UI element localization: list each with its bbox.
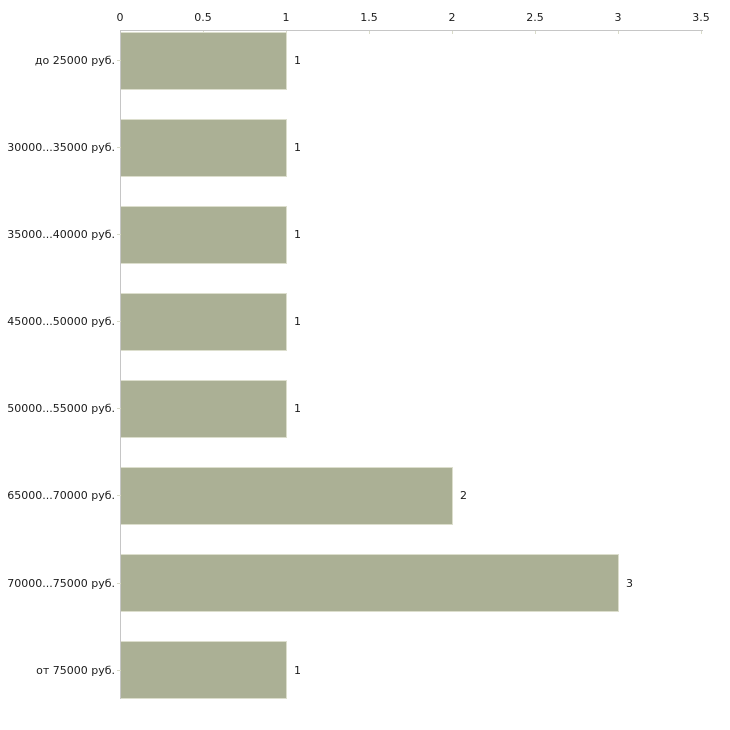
category-tick-mark <box>117 669 121 671</box>
x-axis-tick-label: 0 <box>116 11 124 24</box>
bar-value-label: 1 <box>294 228 301 242</box>
bar-value-label: 3 <box>626 576 633 590</box>
category-label: 30000...35000 руб. <box>7 141 115 155</box>
chart-row-inner: 65000...70000 руб. 2 <box>0 466 730 525</box>
x-axis-tick-mark <box>701 30 702 34</box>
chart-row: 45000...50000 руб. 1 <box>0 291 730 378</box>
x-axis-tick-mark <box>369 30 370 34</box>
chart-row-inner: 70000...75000 руб. 3 <box>0 554 730 613</box>
bar <box>121 641 287 700</box>
category-tick-mark <box>117 234 121 236</box>
category-label: 50000...55000 руб. <box>7 402 115 416</box>
category-tick-mark <box>117 60 121 61</box>
category-label: от 75000 руб. <box>36 663 115 677</box>
x-axis-line <box>120 30 703 31</box>
bar-rows: до 25000 руб. 1 30000...35000 руб. 1 350… <box>0 30 730 727</box>
bar <box>121 554 619 613</box>
chart-row-inner: 30000...35000 руб. 1 <box>0 118 730 177</box>
bar-value-label: 1 <box>294 663 301 677</box>
chart-row: 50000...55000 руб. 1 <box>0 378 730 465</box>
bar-value-label: 1 <box>294 402 301 416</box>
bar <box>121 292 287 351</box>
x-axis-tick-mark <box>535 30 536 34</box>
x-axis: 0 0.5 1 1.5 2 2.5 3 3.5 <box>0 0 730 34</box>
x-axis-tick-label: 2 <box>448 11 456 24</box>
bar-value-label: 1 <box>294 141 301 155</box>
chart-row: 65000...70000 руб. 2 <box>0 465 730 552</box>
category-label: до 25000 руб. <box>34 54 115 67</box>
chart-row-inner: 35000...40000 руб. 1 <box>0 205 730 264</box>
bar <box>121 466 453 525</box>
x-axis-tick-label: 3.5 <box>692 11 710 24</box>
x-axis-tick-label: 1 <box>282 11 290 24</box>
category-tick-mark <box>117 147 121 149</box>
category-tick-mark <box>117 321 121 323</box>
bar-value-label: 1 <box>294 54 301 67</box>
x-axis-tick-label: 0.5 <box>194 11 212 24</box>
x-axis-tick-label: 2.5 <box>526 11 544 24</box>
chart-row: до 25000 руб. 1 <box>0 30 730 117</box>
bar-value-label: 2 <box>460 489 467 503</box>
y-axis-line <box>120 30 121 699</box>
chart-row: 70000...75000 руб. 3 <box>0 553 730 640</box>
bar <box>121 379 287 438</box>
chart-row-inner: 50000...55000 руб. 1 <box>0 379 730 438</box>
category-label: 35000...40000 руб. <box>7 228 115 242</box>
category-tick-mark <box>117 408 121 410</box>
chart-row-inner: до 25000 руб. 1 <box>0 31 730 90</box>
bar <box>121 205 287 264</box>
x-axis-tick-label: 1.5 <box>360 11 378 24</box>
chart-row: от 75000 руб. 1 <box>0 640 730 727</box>
x-axis-tick-label: 3 <box>614 11 622 24</box>
category-tick-mark <box>117 582 121 584</box>
category-label: 70000...75000 руб. <box>7 576 115 590</box>
x-axis-tick-mark <box>618 30 619 34</box>
category-label: 45000...50000 руб. <box>7 315 115 329</box>
bar-value-label: 1 <box>294 315 301 329</box>
chart-row-inner: 45000...50000 руб. 1 <box>0 292 730 351</box>
bar <box>121 118 287 177</box>
category-tick-mark <box>117 495 121 497</box>
chart-row: 30000...35000 руб. 1 <box>0 117 730 204</box>
category-label: 65000...70000 руб. <box>7 489 115 503</box>
chart-row-inner: от 75000 руб. 1 <box>0 641 730 700</box>
bar <box>121 31 287 90</box>
chart-row: 35000...40000 руб. 1 <box>0 204 730 291</box>
x-axis-tick-mark <box>452 30 453 34</box>
